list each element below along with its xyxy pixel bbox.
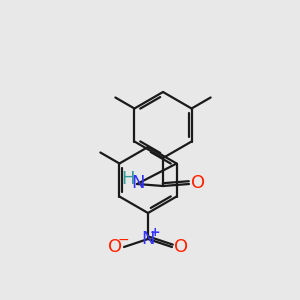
Text: −: − <box>117 233 129 247</box>
Text: H: H <box>121 170 135 188</box>
Text: +: + <box>150 226 160 238</box>
Text: O: O <box>108 238 122 256</box>
Text: N: N <box>131 174 145 192</box>
Text: O: O <box>191 174 205 192</box>
Text: N: N <box>141 230 155 248</box>
Text: O: O <box>174 238 188 256</box>
